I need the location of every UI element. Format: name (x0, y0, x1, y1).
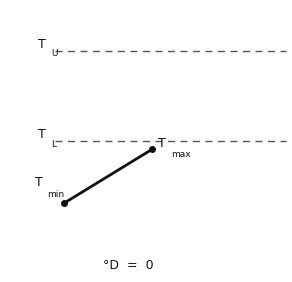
Text: U: U (51, 49, 58, 58)
Text: °D  =  0: °D = 0 (103, 259, 154, 272)
Text: L: L (51, 140, 56, 149)
Text: T: T (158, 137, 166, 150)
Text: max: max (171, 149, 190, 158)
Text: T: T (38, 128, 46, 141)
Text: T: T (35, 176, 43, 189)
Text: min: min (47, 190, 64, 199)
Text: T: T (38, 38, 46, 51)
